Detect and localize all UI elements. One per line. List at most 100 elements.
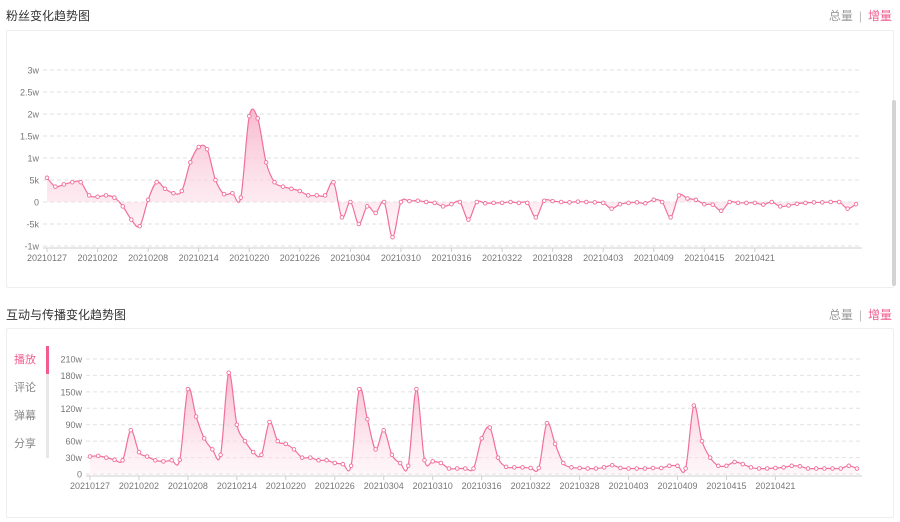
y-tick-label: 1.5w (20, 132, 40, 142)
data-point (561, 460, 566, 466)
data-point (617, 201, 623, 207)
data-point (575, 199, 581, 204)
data-point (242, 438, 248, 444)
y-tick-label: 3w (27, 66, 39, 76)
data-point (584, 199, 589, 205)
x-tick-label: 20210208 (168, 481, 208, 491)
data-point (707, 455, 713, 460)
data-point (275, 438, 280, 444)
data-point (820, 200, 825, 205)
data-point (740, 461, 746, 467)
data-point (544, 420, 550, 426)
data-point (676, 193, 682, 198)
data-point (289, 186, 294, 192)
data-point (449, 201, 454, 207)
data-point (430, 459, 435, 464)
data-point (305, 193, 311, 198)
data-point (593, 466, 599, 471)
data-point (609, 462, 615, 468)
data-point (454, 466, 460, 471)
data-point (702, 201, 707, 207)
tab-play[interactable]: 播放 (14, 354, 36, 366)
data-point (474, 199, 480, 205)
fans-toggle-separator: | (858, 9, 862, 23)
data-point (552, 441, 558, 447)
data-point (95, 453, 101, 459)
data-point (805, 466, 811, 471)
data-point (153, 458, 158, 463)
data-point (196, 144, 201, 150)
data-point (440, 204, 446, 209)
data-point (813, 466, 819, 471)
data-point (255, 116, 260, 121)
data-point (822, 466, 827, 471)
x-tick-label: 20210214 (217, 481, 257, 491)
data-point (569, 465, 574, 470)
data-point (732, 459, 737, 465)
data-point (405, 463, 411, 469)
y-tick-label: 60w (65, 437, 82, 447)
data-point (634, 200, 640, 205)
data-point (104, 455, 109, 460)
data-point (541, 198, 547, 203)
data-point (397, 460, 403, 466)
data-point (626, 466, 631, 471)
tab-share[interactable]: 分享 (14, 438, 36, 450)
data-point (144, 454, 150, 459)
data-point (601, 465, 607, 470)
engagement-increment-toggle[interactable]: 增量 (867, 308, 892, 322)
data-point (218, 452, 223, 458)
data-point (651, 197, 657, 203)
data-point (846, 463, 852, 469)
data-point (234, 422, 240, 427)
data-point (463, 466, 468, 471)
data-point (853, 201, 859, 207)
data-point (685, 196, 690, 201)
data-point (600, 200, 606, 206)
data-point (836, 199, 842, 205)
data-point (675, 463, 680, 469)
data-point (53, 184, 58, 189)
data-point (550, 198, 555, 204)
data-point (718, 208, 724, 214)
data-point (764, 466, 770, 471)
data-point (188, 160, 193, 165)
tab-danmaku[interactable]: 弹幕 (14, 410, 36, 422)
data-point (357, 386, 362, 392)
tab-comment[interactable]: 评论 (14, 382, 36, 394)
data-point (259, 452, 264, 458)
data-point (308, 455, 313, 460)
fans-increment-toggle[interactable]: 增量 (867, 9, 892, 23)
data-point (297, 188, 303, 194)
data-point (267, 419, 272, 425)
data-point (44, 175, 50, 181)
data-point (828, 199, 833, 205)
data-point (803, 200, 808, 206)
y-tick-label: 150w (60, 387, 82, 397)
data-point (797, 464, 803, 469)
data-point (482, 201, 488, 206)
data-point (221, 191, 227, 197)
data-point (794, 201, 800, 207)
y-tick-label: 5k (29, 176, 39, 186)
data-point (316, 458, 321, 463)
data-point (508, 199, 513, 205)
fans-total-toggle[interactable]: 总量 (828, 9, 853, 23)
data-point (592, 200, 598, 205)
data-point (438, 460, 444, 466)
y-tick-label: 120w (60, 404, 82, 414)
data-point (716, 463, 721, 469)
data-point (226, 370, 231, 375)
engagement-total-toggle[interactable]: 总量 (828, 308, 853, 322)
data-point (137, 223, 142, 229)
scrollbar-thumb[interactable] (892, 100, 896, 286)
data-point (516, 200, 522, 206)
data-point (112, 195, 117, 200)
data-point (250, 449, 256, 455)
y-tick-label: 210w (60, 355, 82, 365)
x-tick-label: 20210220 (266, 481, 306, 491)
x-tick-label: 20210226 (315, 481, 355, 491)
data-point (247, 113, 252, 119)
data-point (95, 194, 100, 199)
data-point (786, 203, 791, 208)
